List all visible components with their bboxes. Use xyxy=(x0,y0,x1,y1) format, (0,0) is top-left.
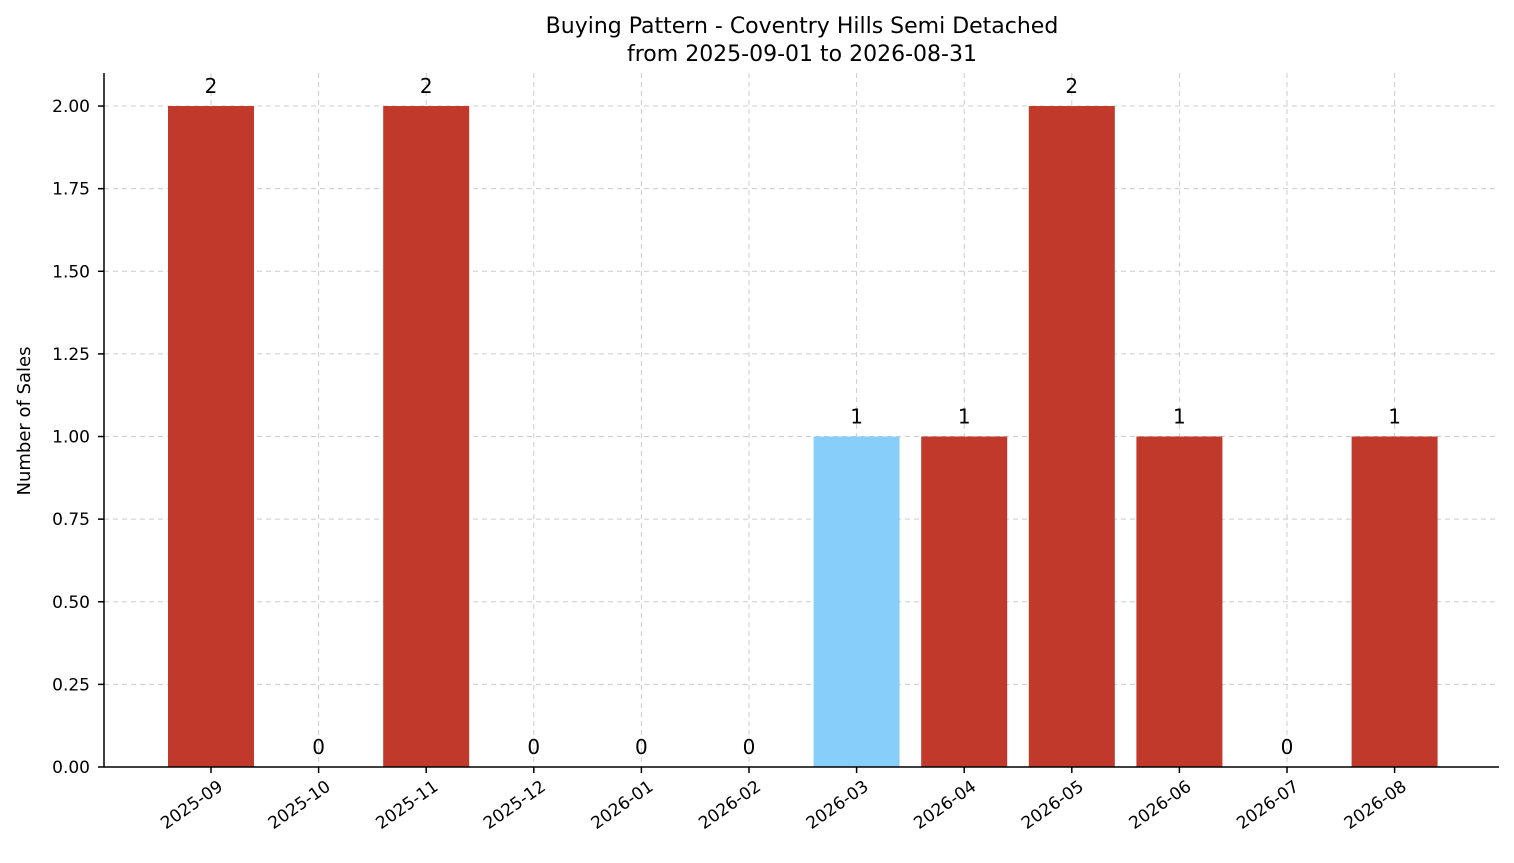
x-tick-label: 2026-04 xyxy=(910,777,980,834)
data-label-2026-02: 0 xyxy=(743,735,756,759)
x-tick-label: 2025-11 xyxy=(372,777,442,834)
y-tick-label: 2.00 xyxy=(52,97,90,117)
data-label-2026-06: 1 xyxy=(1173,405,1186,429)
data-label-2025-09: 2 xyxy=(205,74,218,98)
data-label-2026-07: 0 xyxy=(1281,735,1294,759)
data-label-2026-08: 1 xyxy=(1388,405,1401,429)
y-tick-label: 1.50 xyxy=(52,262,90,282)
data-label-2026-03: 1 xyxy=(850,405,863,429)
chart-title-line2: from 2025-09-01 to 2026-08-31 xyxy=(627,42,977,67)
data-label-2025-12: 0 xyxy=(527,735,540,759)
y-tick-label: 1.75 xyxy=(52,180,90,200)
x-tick-label: 2025-12 xyxy=(480,777,550,834)
bar-2025-09 xyxy=(168,106,254,768)
x-tick-label: 2026-02 xyxy=(695,777,765,834)
x-tick-label: 2026-06 xyxy=(1126,777,1196,834)
data-label-2025-10: 0 xyxy=(312,735,325,759)
x-tick-label: 2026-01 xyxy=(588,777,658,834)
data-label-2026-05: 2 xyxy=(1065,74,1078,98)
bar-2026-06 xyxy=(1136,436,1223,767)
bar-2026-08 xyxy=(1351,436,1438,767)
data-label-2026-04: 1 xyxy=(958,405,971,429)
y-tick-label: 1.25 xyxy=(52,345,90,365)
x-tick-label: 2026-05 xyxy=(1018,777,1088,834)
data-label-2025-11: 2 xyxy=(420,74,433,98)
x-tick-label: 2026-08 xyxy=(1341,777,1411,834)
y-axis-label: Number of Sales xyxy=(14,346,35,495)
y-tick-label: 1.00 xyxy=(52,428,90,448)
grid-layer xyxy=(104,73,1499,768)
axis-layer xyxy=(98,73,1499,773)
x-tick-label: 2025-10 xyxy=(265,777,335,834)
y-tick-label: 0.50 xyxy=(52,593,90,613)
x-tick-label: 2026-07 xyxy=(1233,777,1303,834)
data-label-2026-01: 0 xyxy=(635,735,648,759)
y-tick-label: 0.75 xyxy=(52,510,90,530)
y-tick-label: 0.25 xyxy=(52,675,90,695)
bar-2025-11 xyxy=(383,106,470,768)
bar-2026-04 xyxy=(921,436,1008,767)
bar-layer xyxy=(168,106,1438,768)
x-tick-label: 2025-09 xyxy=(157,777,227,834)
x-tick-label: 2026-03 xyxy=(803,777,873,834)
y-tick-label: 0.00 xyxy=(52,758,90,778)
bar-2026-05 xyxy=(1028,106,1115,768)
chart-title-line1: Buying Pattern - Coventry Hills Semi Det… xyxy=(546,14,1059,39)
bar-2026-03 xyxy=(813,436,900,767)
